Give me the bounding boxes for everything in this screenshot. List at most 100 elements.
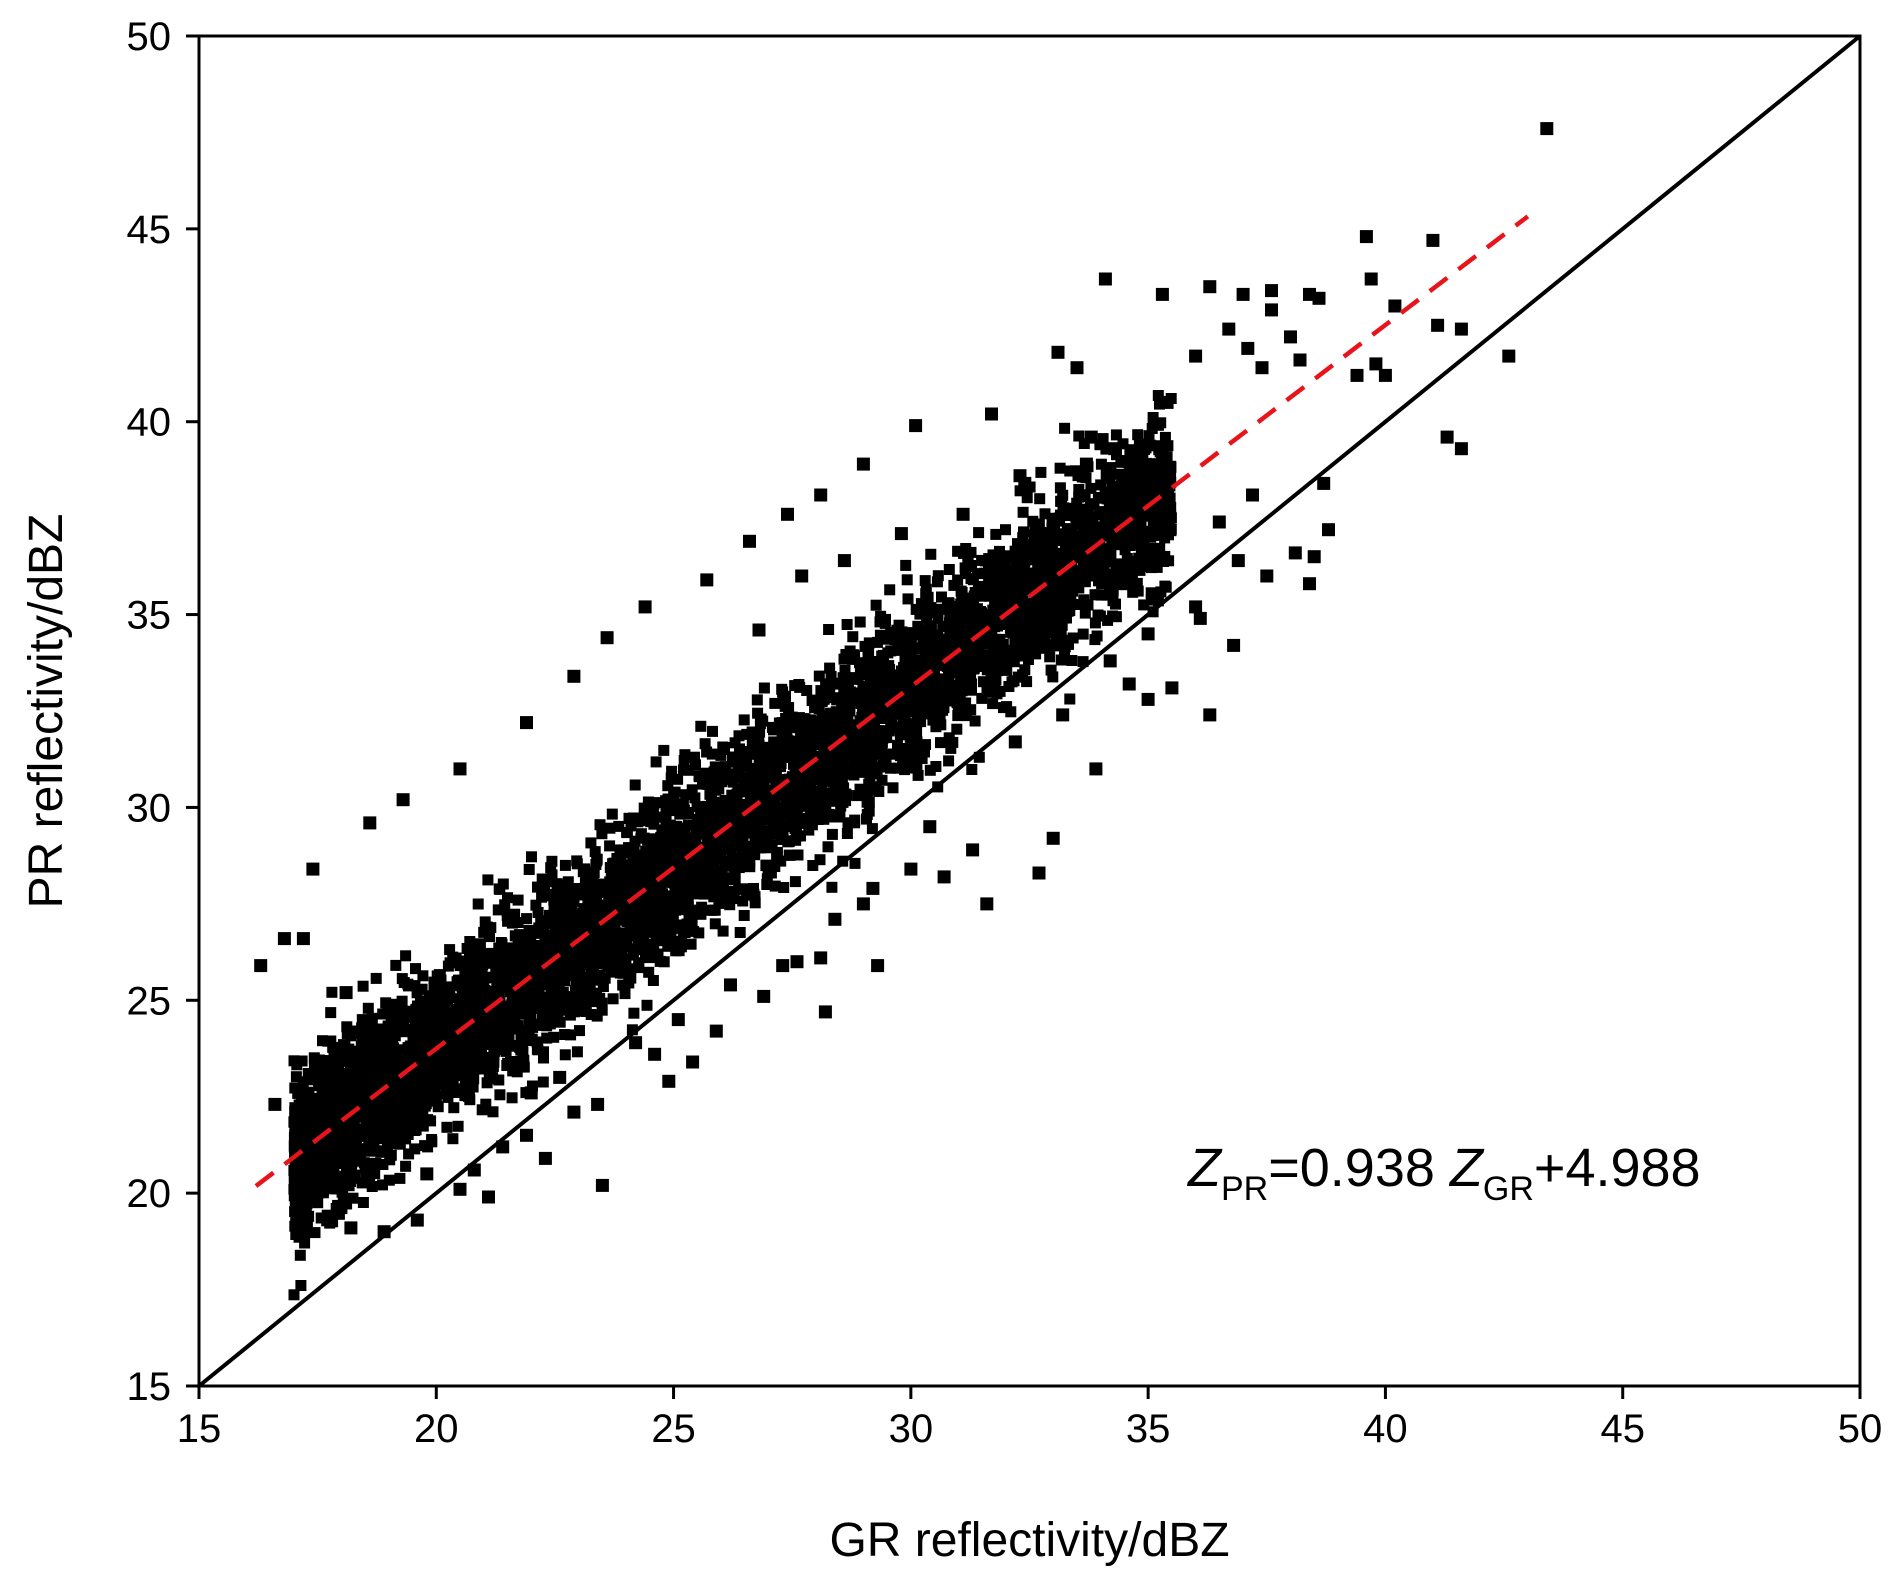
cloud-point [1038,632,1050,644]
cloud-point [677,886,688,898]
cloud-point [724,899,736,911]
cloud-point [1045,664,1057,676]
cloud-point [1122,539,1134,551]
cloud-point [987,666,999,678]
cloud-point [613,820,625,832]
cloud-point [1054,482,1066,494]
cloud-point [847,631,859,643]
cloud-point [502,892,513,904]
cloud-point [1073,430,1085,442]
cloud-point [841,619,853,630]
cloud-point [331,1205,343,1217]
cloud-point [669,885,681,897]
cloud-point [347,1192,359,1204]
cloud-point [833,787,845,799]
cloud-point [426,1005,438,1017]
cloud-point [1061,548,1073,560]
cloud-point [617,864,628,875]
cloud-point [941,602,953,614]
cloud-point [400,1160,412,1172]
cloud-point [899,764,911,776]
cloud-point [678,804,690,816]
cloud-point [995,619,1007,630]
cloud-point [476,1104,488,1116]
cloud-point [1062,535,1074,547]
cloud-point [660,808,672,820]
cloud-point [910,603,922,615]
cloud-point [1055,627,1067,639]
cloud-point [417,1120,429,1132]
cloud-point [751,694,763,706]
cloud-point [965,546,977,558]
cloud-point [467,1081,479,1093]
cloud-point [402,1042,414,1054]
cloud-point [909,700,921,712]
cloud-point [501,1028,513,1040]
cloud-point [333,1115,345,1127]
cloud-point [537,915,549,927]
cloud-point [1035,526,1047,538]
cloud-point [322,1177,334,1189]
cloud-point [869,748,881,760]
cloud-point [314,1120,326,1132]
cloud-point [880,703,892,715]
cloud-point [548,950,560,962]
cloud-point [936,591,947,603]
cloud-point [742,809,754,821]
cloud-point [361,1029,373,1041]
cloud-point [1063,598,1075,610]
cloud-point [998,702,1009,714]
cloud-point [556,905,568,917]
cloud-point [646,833,658,845]
cloud-point [738,910,750,921]
cloud-point [1085,511,1097,523]
cloud-point [336,1045,348,1056]
cloud-point [668,841,680,853]
cloud-point [683,764,695,776]
cloud-point [537,1076,549,1088]
cloud-point [1124,444,1136,456]
cloud-point [654,839,665,851]
cloud-point [413,1102,424,1114]
cloud-point [625,972,637,984]
cloud-point [876,747,888,759]
cloud-point [730,756,742,768]
cloud-point [915,598,927,610]
cloud-point [973,527,985,539]
cloud-point [746,738,758,750]
cloud-point [859,723,871,735]
cloud-point [633,957,645,969]
cloud-point [1112,575,1123,587]
cloud-point [605,883,617,895]
cloud-point [839,665,851,676]
cloud-point [943,564,955,575]
cloud-point [1050,606,1062,618]
cloud-point [937,621,949,633]
cloud-point [495,1035,507,1047]
cloud-point [655,831,667,843]
cloud-point [676,823,688,835]
cloud-point [912,769,924,781]
cloud-point [1152,510,1164,522]
cloud-point [648,818,660,830]
cloud-point [460,994,471,1006]
cloud-point [1005,626,1017,638]
cloud-point [459,1012,471,1024]
cloud-point [1070,573,1082,584]
cloud-point [896,626,908,638]
cloud-point [463,1024,475,1036]
cloud-point [739,827,751,839]
cloud-point [734,927,746,938]
cloud-point [566,913,578,925]
cloud-point [379,1073,391,1084]
cloud-point [510,999,522,1011]
cloud-point [983,608,995,620]
cloud-point [887,782,899,794]
cloud-point [1077,628,1089,640]
cloud-point [1147,412,1159,423]
cloud-point [380,1024,392,1036]
cloud-point [1122,456,1134,468]
cloud-point [686,784,698,796]
cloud-point [481,1077,493,1089]
cloud-point [546,855,558,867]
